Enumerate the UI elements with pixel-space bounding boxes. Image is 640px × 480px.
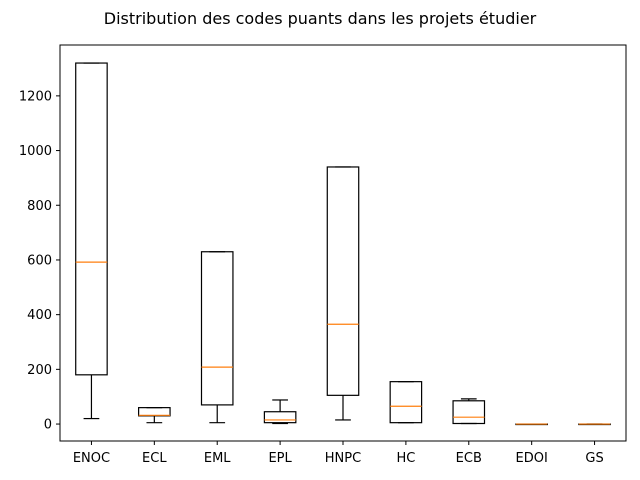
y-tick-label: 600 <box>27 253 52 268</box>
axes-frame <box>59 44 627 442</box>
box-body <box>389 381 423 424</box>
plot-area: 0 200 400 600 800 1000 1200 ENOC ECL EML EPL HNPC HC… <box>19 44 627 466</box>
x-tick-label: ECB <box>456 451 482 466</box>
x-tick-label: EML <box>204 451 231 466</box>
y-tick-label: 0 <box>44 418 52 433</box>
x-tick-label: GS <box>585 451 603 466</box>
x-tick-label: ECL <box>142 451 167 466</box>
chart-title: Distribution des codes puants dans les p… <box>104 9 537 28</box>
x-tick-label: EDOI <box>516 451 548 466</box>
y-tick-label: 1000 <box>19 144 52 159</box>
x-tick-label: ENOC <box>73 451 110 466</box>
box-body <box>452 400 486 425</box>
x-tick-label: HC <box>396 451 415 466</box>
x-tick-label: HNPC <box>325 451 361 466</box>
box-body <box>75 62 108 376</box>
y-tick-label: 200 <box>27 363 52 378</box>
box-body <box>263 411 297 424</box>
x-tick-label: EPL <box>268 451 292 466</box>
y-tick-label: 1200 <box>19 89 52 104</box>
box-body <box>200 251 234 406</box>
y-tick-label: 800 <box>27 199 52 214</box>
box-body <box>326 166 360 396</box>
y-tick-label: 400 <box>27 308 52 323</box>
box-body <box>138 407 171 417</box>
